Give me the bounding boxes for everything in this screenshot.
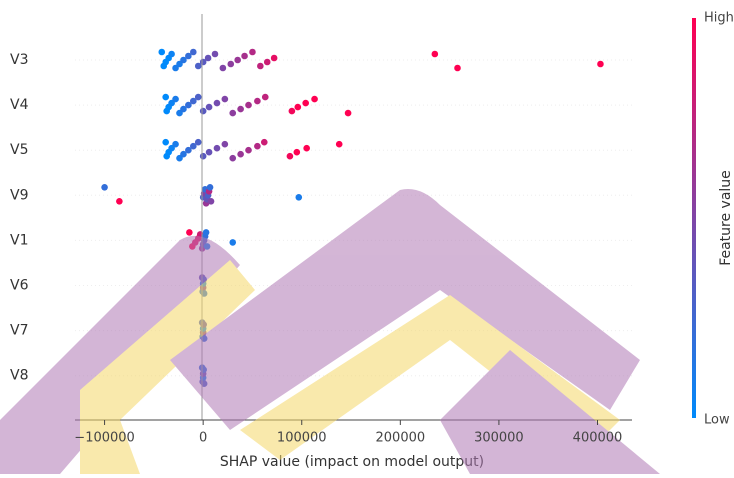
point [208, 198, 215, 205]
point [229, 110, 236, 117]
point [200, 108, 207, 115]
y-tick-label: V1 [10, 232, 28, 248]
point [336, 141, 343, 148]
point [234, 57, 241, 64]
point [295, 194, 302, 201]
point [168, 51, 175, 58]
x-tick-label: 200000 [376, 431, 426, 446]
point [214, 145, 221, 152]
point [162, 94, 169, 101]
point [190, 49, 197, 56]
y-tick-label: V8 [10, 368, 28, 384]
point [101, 184, 108, 191]
point [172, 96, 179, 103]
x-axis-label: SHAP value (impact on model output) [220, 454, 484, 470]
point [229, 155, 236, 162]
point [245, 102, 252, 109]
point [207, 184, 214, 191]
point [254, 98, 261, 105]
point [294, 149, 301, 156]
point [214, 100, 221, 107]
point [597, 61, 604, 68]
x-tick-label: 100000 [277, 431, 327, 446]
point [116, 198, 123, 205]
x-tick-label: 400000 [573, 431, 623, 446]
point [162, 139, 169, 146]
colorbar-low: Low [704, 413, 730, 428]
colorbar-high: High [704, 11, 734, 26]
point [241, 53, 248, 60]
point [205, 55, 212, 62]
point [345, 110, 352, 117]
chart: SHAP value (impact on model output) High… [0, 0, 734, 474]
point [261, 139, 268, 146]
point [302, 100, 309, 107]
point [303, 145, 310, 152]
point [229, 239, 236, 246]
point [200, 153, 207, 160]
point [257, 63, 264, 70]
x-tick-label: 300000 [474, 431, 524, 446]
point [222, 96, 229, 103]
point [237, 106, 244, 113]
point [249, 49, 256, 56]
point [254, 143, 261, 150]
y-tick-label: V3 [10, 52, 28, 68]
point [158, 49, 165, 56]
point [271, 55, 278, 62]
point [287, 153, 294, 160]
point [212, 51, 219, 58]
point [222, 141, 229, 148]
point [264, 59, 271, 66]
y-tick-label: V9 [10, 187, 28, 203]
point [206, 149, 213, 156]
point [172, 141, 179, 148]
point [237, 151, 244, 158]
y-tick-label: V6 [10, 278, 29, 294]
point [432, 51, 439, 58]
point [227, 61, 234, 68]
colorbar-label: Feature value [718, 170, 734, 266]
point [195, 94, 202, 101]
point [295, 104, 302, 111]
point [206, 104, 213, 111]
point [311, 96, 318, 103]
point [195, 139, 202, 146]
colorbar [692, 18, 696, 418]
point [454, 65, 461, 72]
y-tick-label: V5 [10, 142, 28, 158]
y-tick-label: V4 [10, 97, 29, 113]
x-tick-label: 0 [199, 431, 207, 446]
x-tick-label: −100000 [74, 431, 135, 446]
point [245, 147, 252, 154]
point [289, 108, 296, 115]
y-tick-label: V7 [10, 323, 28, 339]
point [203, 229, 210, 236]
point [220, 65, 227, 72]
point [186, 229, 193, 236]
point [262, 94, 269, 101]
